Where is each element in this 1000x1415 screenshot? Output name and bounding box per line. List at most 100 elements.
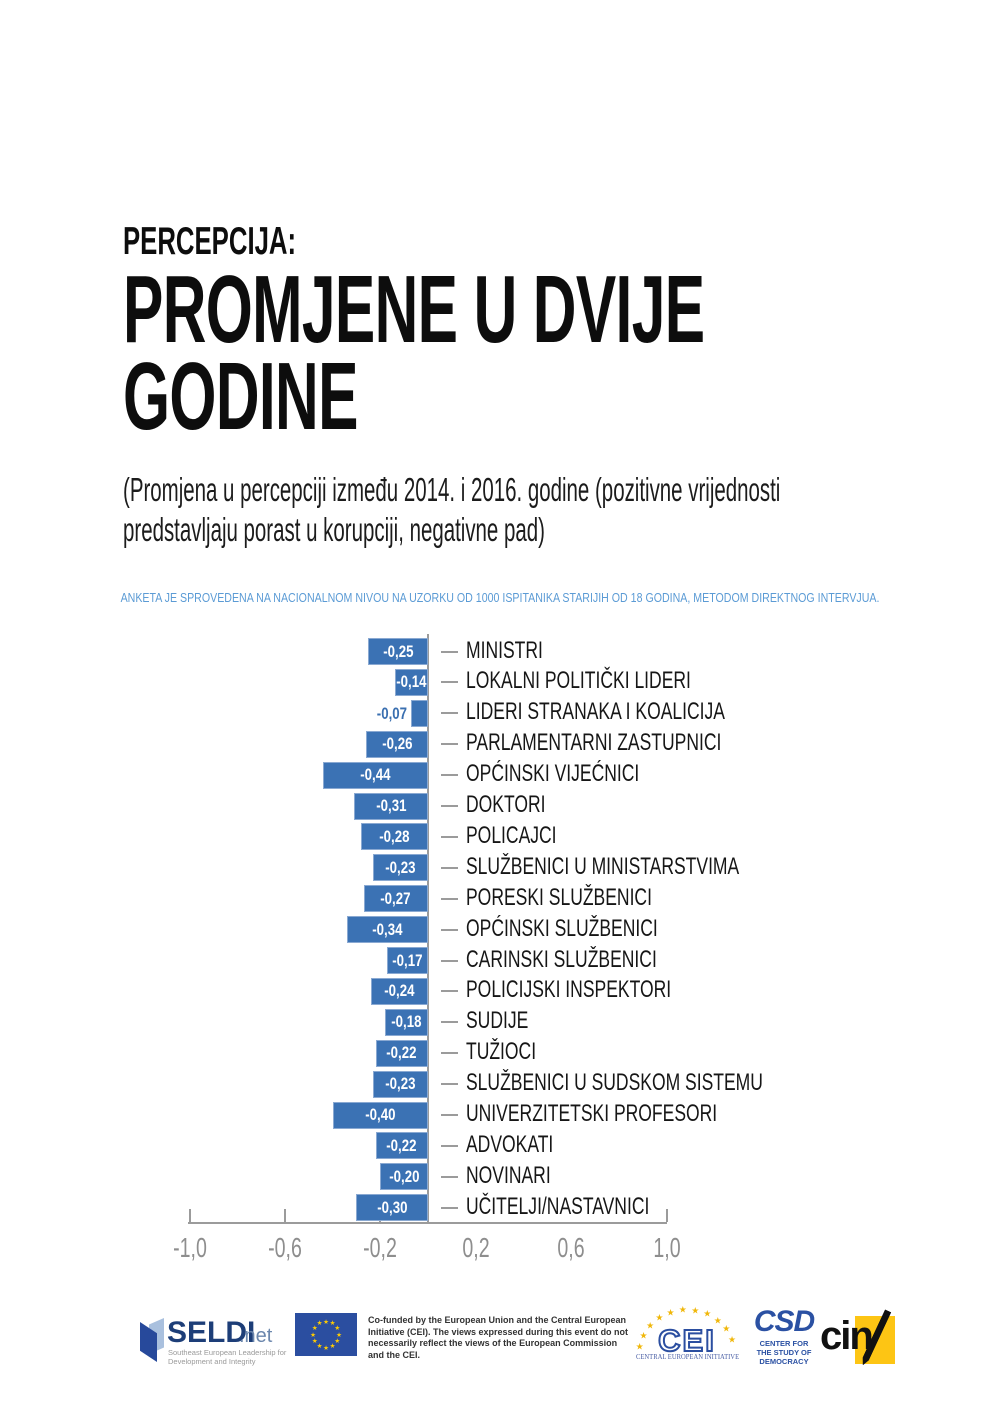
category-tick [441,835,458,838]
cei-star-icon: ★ [722,1323,731,1334]
eu-star-icon: ★ [311,1338,318,1345]
category-tick [441,866,458,869]
category-label: CARINSKI SLUŽBENICI [466,945,657,973]
bar: -0,22 [375,1039,428,1067]
x-axis-tick-label: -1,0 [172,1232,207,1263]
csd-logo: CSD CENTER FOR THE STUDY OF DEMOCRACY [748,1305,820,1366]
x-axis-tick-label: 1,0 [652,1232,681,1263]
csd-tagline-line: THE STUDY OF [756,1348,812,1357]
category-tick [441,1083,458,1086]
bar-value-label: -0,44 [360,765,391,785]
x-axis-tick-label: 0,6 [557,1232,585,1263]
cei-star-icon: ★ [703,1308,712,1319]
bar-value-label: -0,27 [380,888,411,908]
category-label: MINISTRI [466,636,543,664]
bar: -0,24 [370,977,428,1005]
cei-star-icon: ★ [691,1305,700,1316]
category-label: SLUŽBENICI U SUDSKOM SISTEMU [466,1069,763,1097]
bar-value-label: -0,31 [375,796,407,815]
eu-star-icon: ★ [316,1320,323,1328]
bar-value-label: -0,14 [396,672,427,692]
bar: -0,26 [365,730,428,758]
eu-star-icon: ★ [329,1342,336,1350]
cei-tagline: CENTRAL EUROPEAN INITIATIVE [635,1352,740,1361]
bar-value-label: -0,28 [379,826,410,846]
category-tick [441,650,458,653]
csd-tagline-line: CENTER FOR [759,1339,809,1348]
category-label: OPĆINSKI SLUŽBENICI [466,914,658,942]
category-label: TUŽIOCI [466,1038,537,1066]
bar-value-label: -0,30 [377,1197,408,1217]
bar: -0,40 [332,1101,428,1129]
bar-value-label: -0,18 [391,1012,422,1032]
bar-value-label: -0,24 [384,981,415,1001]
category-tick [441,1175,458,1178]
eu-star-icon: ★ [336,1331,342,1339]
x-axis-tick [283,1209,286,1222]
category-label: LOKALNI POLITIČKI LIDERI [466,667,691,695]
category-label: OPĆINSKI VIJEĆNICI [466,760,640,788]
category-label: POLICAJCI [466,821,557,849]
category-tick [441,1114,458,1116]
page-title-line-2: GODINE [123,343,358,450]
bar: -0,27 [363,885,428,913]
zero-axis-line [427,634,429,1224]
bar: -0,23 [373,1070,428,1098]
x-axis-tick-label: 0,2 [462,1232,490,1263]
eu-star-icon: ★ [329,1320,336,1328]
cei-star-icon: ★ [655,1312,664,1323]
bar-value-label: -0,20 [389,1166,420,1186]
bar: -0,34 [346,916,428,944]
category-label: ADVOKATI [466,1130,554,1158]
eu-star-icon: ★ [310,1331,316,1339]
x-axis-tick [188,1209,191,1222]
category-label: LIDERI STRANAKA I KOALICIJA [466,698,725,726]
bar-value-label: -0,34 [372,919,403,939]
category-tick [441,928,458,931]
bar-value-label: -0,22 [386,1043,417,1063]
kicker: PERCEPCIJA: [123,220,297,263]
cin-logo: cin [820,1312,898,1367]
seldi-name: SELDI [167,1316,256,1349]
bar: -0,22 [375,1132,428,1160]
cei-star-icon: ★ [666,1307,675,1318]
category-label: UČITELJI/NASTAVNICI [466,1192,650,1220]
bar: -0,20 [380,1163,428,1191]
category-tick [441,743,458,746]
eu-star-icon: ★ [323,1344,329,1352]
category-label: DOKTORI [466,791,546,818]
bar-value-label: -0,07 [377,704,408,724]
bar [411,699,428,727]
bar: -0,25 [368,638,428,665]
category-tick [441,1206,458,1209]
seldi-logo: SELDI .net Southeast European Leadership… [140,1308,290,1370]
survey-note: ANKETA JE SPROVEDENA NA NACIONALNOM NIVO… [120,591,880,605]
subtitle: (Promjena u percepciji između 2014. i 20… [123,471,781,548]
category-label: SLUŽBENICI U MINISTARSTVIMA [466,852,740,880]
category-label: PARLAMENTARNI ZASTUPNICI [466,729,722,757]
seldi-net-suffix: .net [239,1325,273,1347]
page-title-line-1: PROMJENE U DVIJE [123,256,705,363]
category-tick [441,712,458,715]
cei-logo: CEI CENTRAL EUROPEAN INITIATIVE ★ ★ ★ ★ ★ ★ ★ ★… [635,1303,740,1365]
eu-flag-icon: ★ ★ ★ ★ ★ ★ ★ ★ ★ ★ ★ ★ [295,1313,357,1356]
eu-star-icon: ★ [334,1338,341,1345]
seldi-mark-icon [140,1318,166,1364]
seldi-tagline: Southeast European Leadership for Develo… [168,1348,287,1366]
category-label: POLICIJSKI INSPEKTORI [466,976,672,1004]
bar-value-label: -0,23 [385,857,416,877]
cofunded-text: Co-funded by the European Union and the … [368,1315,629,1360]
bar-value-label: -0,22 [386,1135,417,1155]
csd-name: CSD [753,1305,815,1338]
eu-star-icon: ★ [323,1318,329,1326]
category-label: NOVINARI [466,1161,551,1189]
bar: -0,30 [356,1194,428,1222]
csd-tagline-line: DEMOCRACY [759,1357,809,1366]
csd-tagline: CENTER FOR THE STUDY OF DEMOCRACY [742,1339,826,1366]
x-axis-tick-label: -0,2 [363,1232,398,1263]
cin-name: cin [820,1314,874,1358]
x-axis-tick [665,1209,668,1222]
cei-star-icon: ★ [646,1320,655,1331]
cei-name: CEI [657,1322,716,1359]
